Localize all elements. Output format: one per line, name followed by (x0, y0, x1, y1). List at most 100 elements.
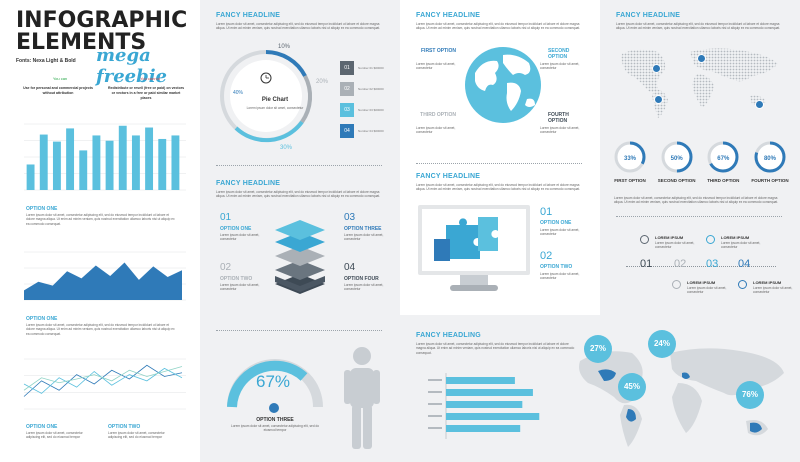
ring-item: 50% SECOND OPTION (657, 140, 697, 183)
column-four: FANCY HEADLINE Lorem ipsum dolor sit ame… (600, 0, 800, 315)
clock-icon (260, 72, 272, 84)
timeline-text-4: Lorem ipsum dolor sit amet, consectetur (753, 286, 793, 295)
legend-item: 04 Number 04 $00000 (340, 120, 388, 141)
timeline-02: 02 (674, 258, 687, 270)
gauge-value: 67% (255, 372, 291, 391)
fourth-option-text: Lorem ipsum dolor sit amet, consectetur (540, 126, 580, 135)
ring-label: FOURTH OPTION (751, 178, 789, 183)
headline-monitor-text: Lorem ipsum dolor sit amet, consectetur … (416, 183, 581, 192)
line-series (23, 364, 183, 397)
headline-hbar-text: Lorem ipsum dolor sit amet, consectetur … (416, 342, 575, 355)
monitor-num-01: 01 (540, 206, 553, 218)
globe-icon (269, 403, 279, 413)
legend-item: 03 Number 03 $00000 (340, 99, 388, 120)
timeline-line (626, 266, 776, 267)
divider (416, 163, 582, 164)
layer-num-03: 03 (344, 212, 356, 223)
gauge-chart (227, 359, 323, 408)
ring-value: 80% (763, 156, 776, 162)
timeline-03: 03 (706, 258, 719, 270)
third-option: THIRD OPTION (420, 112, 456, 118)
layer-num-01: 01 (220, 212, 232, 223)
map-bubble-76: 76% (736, 381, 764, 409)
bar (171, 135, 180, 190)
legend-number: 04 (340, 123, 354, 138)
headline-layers: FANCY HEADLINE (216, 180, 281, 187)
headline-globe: FANCY HEADLINE (416, 12, 481, 19)
area-chart (24, 251, 186, 301)
bar (66, 128, 75, 190)
first-option-text: Lorem ipsum dolor sit amet, consectetur (416, 62, 456, 71)
hbar (446, 401, 523, 408)
divider (616, 216, 782, 217)
ring-label: SECOND OPTION (657, 178, 696, 183)
ring-chart (707, 141, 739, 173)
headline-hbar: FANCY HEADLING (416, 332, 481, 339)
person-icon (344, 347, 380, 449)
third-option-text: Lorem ipsum dolor sit amet, consectetur (416, 126, 456, 135)
no-label: You cannot (140, 76, 160, 81)
map-bubble-27: 27% (584, 335, 612, 363)
freebie-label: mega freebie (96, 45, 168, 87)
dotted-world-map (621, 48, 778, 118)
bar (145, 127, 154, 190)
option-two-label: OPTION TWO (108, 424, 141, 430)
option-two-text: Lorem ipsum dolor sit amet, consectetur … (108, 431, 165, 440)
title-line1: INFOGRAPHIC (16, 8, 188, 33)
bar (39, 134, 48, 190)
timeline-text-3: Lorem ipsum dolor sit amet, consectetur (687, 286, 727, 295)
hbar (446, 425, 521, 432)
pie-chart (220, 50, 313, 143)
headline-globe-text: Lorem ipsum dolor sit amet, consectetur … (416, 22, 581, 31)
ring-chart (754, 141, 786, 173)
layer-text-03: Lorem ipsum dolor sit amet, consectetur (344, 233, 384, 242)
monitor-label-01: OPTION ONE (540, 220, 572, 226)
bar-chart (24, 123, 186, 191)
monitor-text-01: Lorem ipsum dolor sit amet, consectetur (540, 228, 580, 237)
ring-item: 33% FIRST OPTION (610, 140, 650, 183)
gauge-label: OPTION THREE (256, 417, 294, 423)
timeline-title-3: LOREM IPSUM (687, 280, 716, 285)
headline-pie-text: Lorem ipsum dolor sit amet, consectetur … (216, 22, 381, 31)
title-line2: ELEMENTS (16, 30, 147, 55)
headline-layers-text: Lorem ipsum dolor sit amet, consectetur … (216, 190, 381, 199)
hbar (446, 413, 540, 420)
gauge-text: Lorem ipsum dolor sit amet, consectetur … (230, 424, 320, 433)
yes-text: Use for personal and commercial projects… (23, 86, 93, 95)
bar (79, 150, 88, 190)
legend-text: Number 04 $00000 (358, 128, 384, 133)
gear-icon (706, 235, 715, 244)
bar-label-placeholder (428, 379, 442, 381)
ring-label: THIRD OPTION (707, 178, 740, 183)
ring-value: 67% (717, 156, 730, 162)
rings-text: Lorem ipsum dolor sit amet, consectetur … (614, 196, 779, 205)
legend-text: Number 01 $00000 (358, 65, 384, 70)
gear-icon (672, 280, 681, 289)
second-option-text: Lorem ipsum dolor sit amet, consectetur (540, 62, 580, 71)
ring-value: 33% (623, 156, 636, 162)
hbar (446, 389, 533, 396)
bar (26, 164, 35, 190)
headline-map: FANCY HEADLINE (616, 12, 681, 19)
ring-value: 50% (670, 156, 683, 162)
legend-text: Number 03 $00000 (358, 107, 384, 112)
map-pin-icon (652, 64, 661, 73)
legend-item: 01 Number 01 $00000 (340, 57, 388, 78)
divider (216, 165, 382, 166)
option-one-label-c: OPTION ONE (26, 424, 58, 430)
column-two: FANCY HEADLINE Lorem ipsum dolor sit ame… (200, 0, 400, 462)
monitor-label-02: OPTION TWO (540, 264, 573, 270)
ring-chart (614, 141, 646, 173)
pct-30: 30% (280, 145, 293, 151)
gear-icon (640, 235, 649, 244)
timeline-01: 01 (640, 258, 653, 270)
pie-legend: 01 Number 01 $00000 02 Number 02 $00000 … (340, 57, 388, 141)
pie-desc: Lorem ipsum dolor sit amet, consectetur (246, 106, 304, 110)
timeline-04: 04 (738, 258, 751, 270)
divider (216, 330, 382, 331)
layer-label-02: OPTION TWO (220, 276, 253, 282)
horizontal-bar-chart (428, 373, 540, 439)
timeline-title-1: LOREM IPSUM (655, 235, 684, 240)
headline-pie: FANCY HEADLINE (216, 12, 281, 19)
